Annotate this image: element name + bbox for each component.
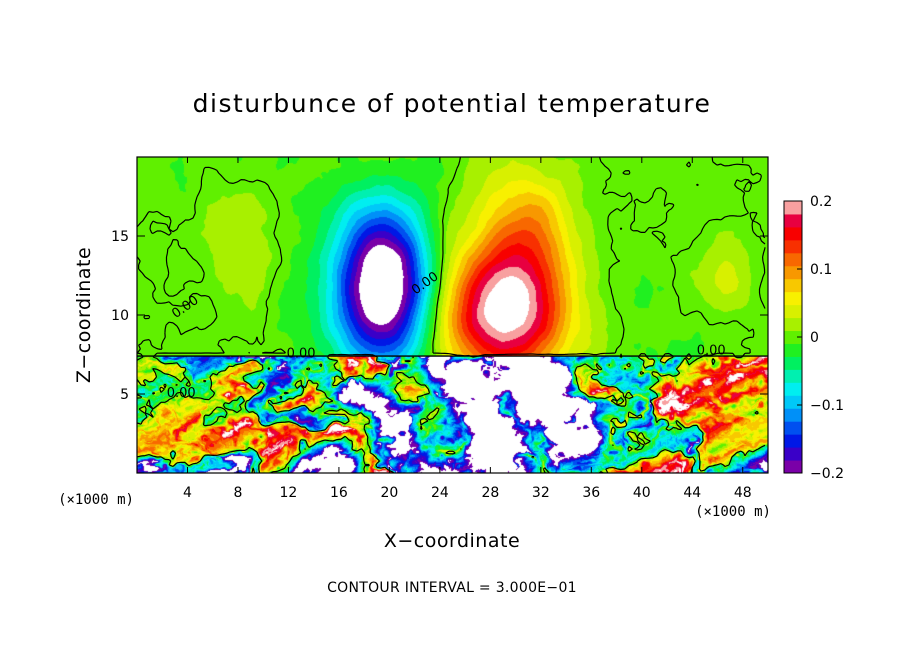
x-tick-label: 32 bbox=[532, 485, 550, 501]
colorbar-swatch bbox=[784, 460, 802, 474]
heatmap-canvas bbox=[137, 157, 768, 473]
x-axis-label: X−coordinate bbox=[384, 530, 520, 552]
colorbar-tick-label: 0.2 bbox=[810, 194, 832, 210]
colorbar-tick-label: −0.2 bbox=[810, 466, 844, 482]
colorbar-swatch bbox=[784, 356, 802, 370]
colorbar-swatch bbox=[784, 239, 802, 254]
colorbar-swatch bbox=[784, 434, 802, 448]
colorbar-swatch bbox=[784, 317, 802, 332]
x-tick-label: 12 bbox=[280, 485, 298, 501]
x-tick-label: 8 bbox=[233, 485, 242, 501]
contour-lines bbox=[136, 156, 768, 474]
colorbar-swatch bbox=[784, 330, 802, 344]
x-tick-label: 44 bbox=[683, 485, 701, 501]
contour-label: 0.00 bbox=[167, 386, 196, 401]
y-tick-label: 15 bbox=[111, 229, 129, 245]
colorbar-swatch bbox=[784, 421, 802, 435]
colorbar-tick-label: 0.1 bbox=[810, 262, 832, 278]
colorbar-swatch bbox=[784, 382, 802, 396]
x-tick-label: 28 bbox=[481, 485, 499, 501]
y-axis-label: Z−coordinate bbox=[73, 247, 95, 383]
colorbar-tick-label: 0 bbox=[810, 330, 819, 346]
y-tick-label: 10 bbox=[111, 308, 129, 324]
colorbar-swatch bbox=[784, 395, 802, 409]
colorbar-swatch bbox=[784, 213, 802, 228]
x-unit-label-left: (×1000 m) bbox=[58, 492, 134, 508]
colorbar-swatch bbox=[784, 201, 802, 215]
y-tick-label: 5 bbox=[120, 387, 129, 403]
x-tick-label: 4 bbox=[183, 485, 192, 501]
colorbar-swatch bbox=[784, 304, 802, 319]
colorbar-swatch bbox=[784, 226, 802, 241]
contour-label: 0.00 bbox=[287, 347, 316, 362]
colorbar-swatch bbox=[784, 252, 802, 267]
x-tick-label: 48 bbox=[734, 485, 752, 501]
colorbar-swatch bbox=[784, 447, 802, 461]
colorbar-swatch bbox=[784, 278, 802, 293]
contour-label: 0.00 bbox=[697, 344, 726, 359]
colorbar-tick-label: −0.1 bbox=[810, 398, 844, 414]
x-tick-label: 16 bbox=[330, 485, 348, 501]
colorbar-swatch bbox=[784, 291, 802, 306]
zero-contour-line bbox=[136, 156, 766, 474]
chart-title: disturbunce of potential temperature bbox=[193, 89, 712, 118]
contour-interval-note: CONTOUR INTERVAL = 3.000E−01 bbox=[327, 580, 577, 596]
x-tick-label: 40 bbox=[633, 485, 651, 501]
colorbar-swatch bbox=[784, 265, 802, 280]
colorbar: 0.2 0.1 0 −0.1 −0.2 bbox=[783, 194, 844, 482]
colorbar-swatch bbox=[784, 343, 802, 357]
x-tick-label: 20 bbox=[380, 485, 398, 501]
x-axis: 4 8 12 16 20 24 28 32 36 40 44 48 bbox=[183, 157, 752, 501]
x-tick-label: 36 bbox=[582, 485, 600, 501]
x-tick-label: 24 bbox=[431, 485, 449, 501]
plot-area: 0.000.000.00 0.000.00 bbox=[136, 156, 769, 474]
x-unit-label-right: (×1000 m) bbox=[695, 504, 771, 520]
colorbar-swatch bbox=[784, 408, 802, 422]
colorbar-swatch bbox=[784, 369, 802, 383]
y-axis: 5 10 15 bbox=[111, 229, 768, 403]
